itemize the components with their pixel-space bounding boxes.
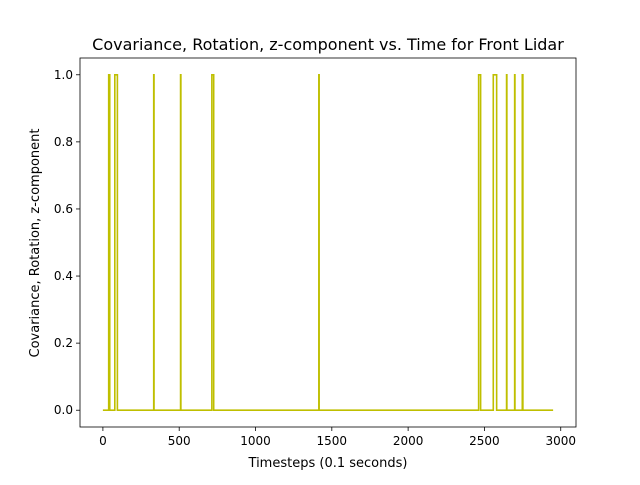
y-axis-label: Covariance, Rotation, z-component xyxy=(28,129,43,358)
x-tick-label: 3000 xyxy=(545,434,576,448)
x-tick-label: 1500 xyxy=(317,434,348,448)
x-tick-label: 500 xyxy=(168,434,191,448)
axes-frame xyxy=(79,57,577,428)
series-line-0 xyxy=(102,73,554,412)
y-tick-label: 1.0 xyxy=(54,68,73,82)
x-tick-label: 2500 xyxy=(469,434,500,448)
y-tick-label: 0.4 xyxy=(54,269,73,283)
y-tick-label: 0.2 xyxy=(54,336,73,350)
y-tick-label: 0.0 xyxy=(54,403,73,417)
x-tick-label: 2000 xyxy=(393,434,424,448)
axes: 0 500 1000 1500 2000 2500 3000 0.0 0.2 0.4 0.6 0.8 1… xyxy=(54,57,577,448)
y-tick-label: 0.6 xyxy=(54,202,73,216)
plot-area xyxy=(102,73,554,412)
x-axis-label: Timesteps (0.1 seconds) xyxy=(248,456,408,471)
y-tick-label: 0.8 xyxy=(54,135,73,149)
chart-title: Covariance, Rotation, z-component vs. Ti… xyxy=(92,35,564,54)
x-tick-label: 0 xyxy=(99,434,107,448)
x-tick-label: 1000 xyxy=(240,434,271,448)
